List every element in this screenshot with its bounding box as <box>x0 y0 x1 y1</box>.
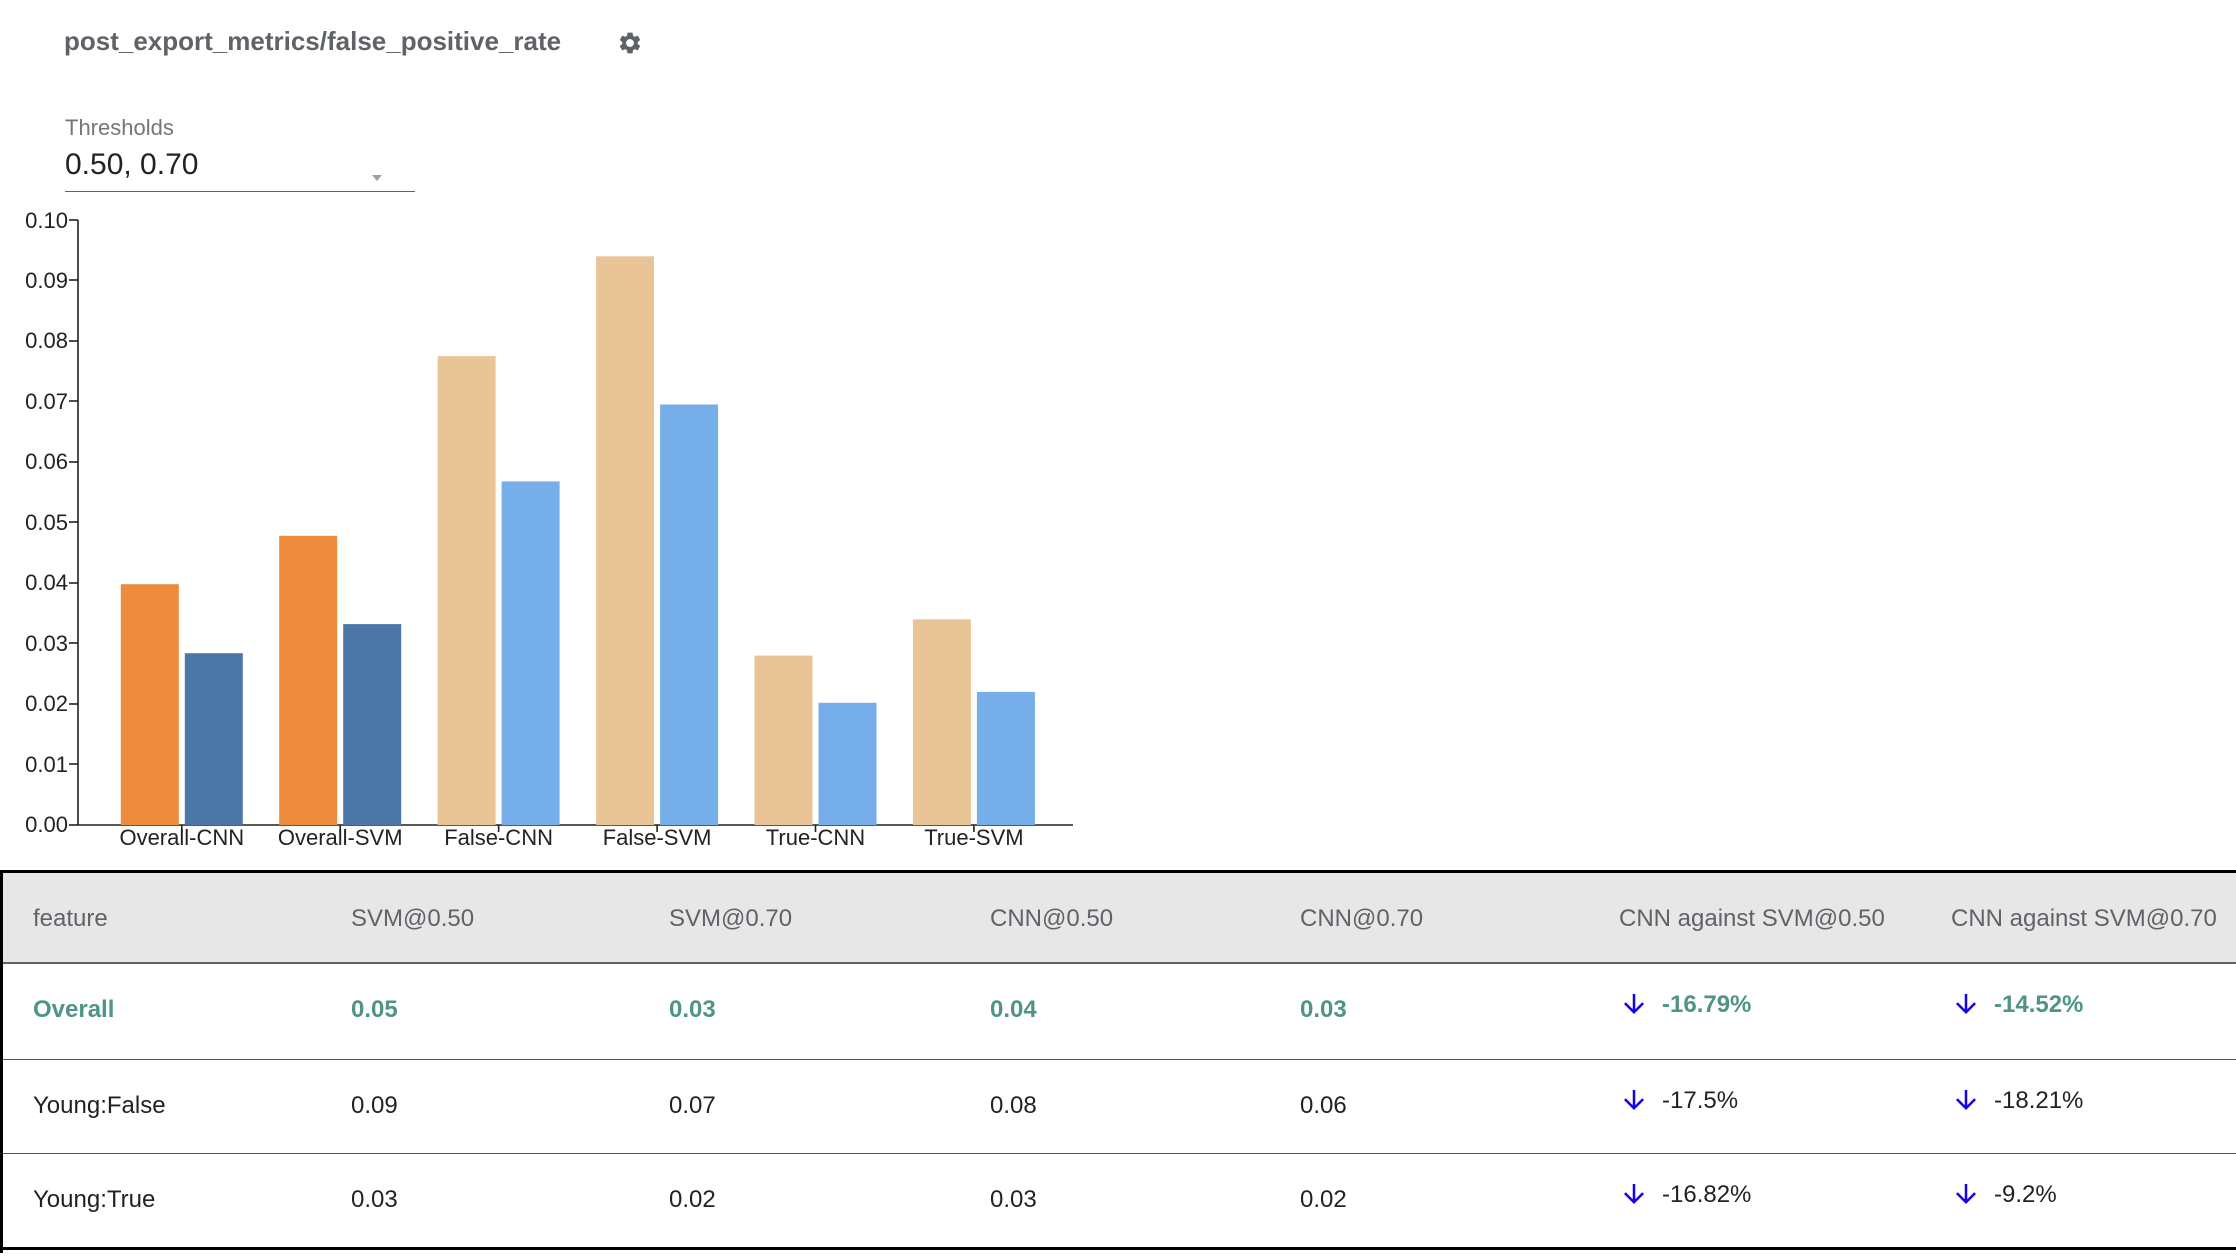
svg-text:0.00: 0.00 <box>25 812 68 837</box>
svg-text:Overall-CNN: Overall-CNN <box>119 825 244 850</box>
svg-text:0.01: 0.01 <box>25 752 68 777</box>
svg-text:False-SVM: False-SVM <box>603 825 712 850</box>
svg-text:0.10: 0.10 <box>25 208 68 233</box>
svg-text:0.02: 0.02 <box>25 691 68 716</box>
svg-text:True-SVM: True-SVM <box>924 825 1023 850</box>
svg-text:False-CNN: False-CNN <box>444 825 553 850</box>
svg-text:0.04: 0.04 <box>25 570 68 595</box>
svg-text:0.07: 0.07 <box>25 389 68 414</box>
svg-text:0.06: 0.06 <box>25 449 68 474</box>
svg-text:0.05: 0.05 <box>25 510 68 535</box>
svg-text:Overall-SVM: Overall-SVM <box>278 825 403 850</box>
svg-text:0.03: 0.03 <box>25 631 68 656</box>
svg-text:0.08: 0.08 <box>25 328 68 353</box>
svg-text:0.09: 0.09 <box>25 268 68 293</box>
svg-text:True-CNN: True-CNN <box>766 825 865 850</box>
